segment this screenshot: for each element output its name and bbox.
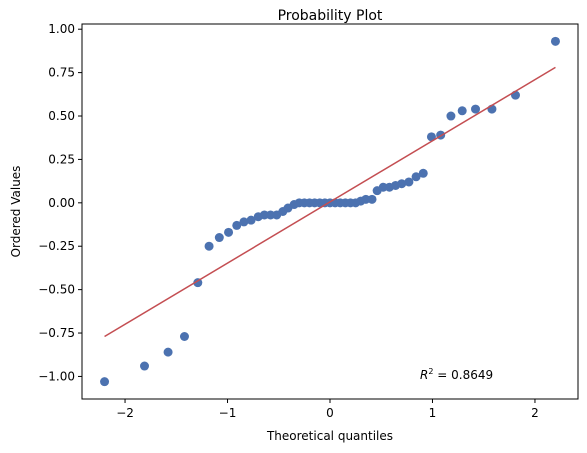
y-tick-label: 0.75 — [48, 66, 75, 80]
data-point — [361, 194, 371, 204]
data-point — [457, 106, 467, 116]
data-point — [204, 241, 214, 251]
r-squared-value: = 0.8649 — [433, 368, 493, 382]
plot-marks — [100, 36, 560, 387]
data-point — [193, 278, 203, 288]
x-tick-label: −1 — [219, 406, 237, 420]
data-point — [418, 168, 428, 178]
data-point — [397, 179, 407, 189]
data-point — [179, 332, 189, 341]
y-axis-label: Ordered Values — [9, 166, 23, 258]
y-axis: −1.00 −0.75 −0.50 −0.25 0.00 0.25 0.50 0.75 1.00 — [38, 22, 82, 383]
y-tick-label: 0.50 — [48, 109, 75, 123]
data-point — [100, 377, 110, 387]
data-point — [378, 182, 388, 192]
y-tick-label: −1.00 — [38, 369, 75, 383]
data-point — [446, 111, 456, 121]
plot-area-frame — [81, 23, 579, 400]
data-point — [163, 347, 173, 357]
data-point — [239, 217, 249, 227]
y-tick-label: −0.50 — [38, 283, 75, 297]
y-tick-label: 0.25 — [48, 152, 75, 166]
r-squared-annotation: R2 = 0.8649 — [420, 367, 493, 382]
r-squared-superscript: 2 — [428, 367, 433, 376]
chart-title: Probability Plot — [278, 8, 383, 24]
data-point — [404, 177, 414, 187]
x-axis: −2 −1 0 1 2 — [116, 399, 539, 420]
x-tick-label: 0 — [326, 406, 334, 420]
data-point — [550, 36, 560, 46]
x-tick-label: 2 — [531, 406, 539, 420]
y-tick-label: 1.00 — [48, 22, 75, 36]
data-point — [259, 210, 269, 220]
data-point — [411, 172, 421, 182]
r-squared-symbol: R — [420, 368, 428, 382]
x-tick-label: 1 — [429, 406, 437, 420]
data-point — [471, 104, 481, 114]
x-axis-label: Theoretical quantiles — [266, 429, 393, 443]
data-point — [246, 215, 256, 225]
x-tick-label: −2 — [116, 406, 134, 420]
data-point — [266, 210, 276, 220]
fit-line — [104, 66, 556, 338]
data-point — [367, 194, 377, 204]
data-point — [224, 227, 234, 237]
data-point — [426, 132, 436, 142]
data-point — [214, 233, 224, 243]
data-point — [232, 220, 242, 230]
y-tick-label: 0.00 — [48, 196, 75, 210]
y-tick-label: −0.25 — [38, 239, 75, 253]
data-point — [140, 361, 150, 371]
y-tick-label: −0.75 — [38, 326, 75, 340]
